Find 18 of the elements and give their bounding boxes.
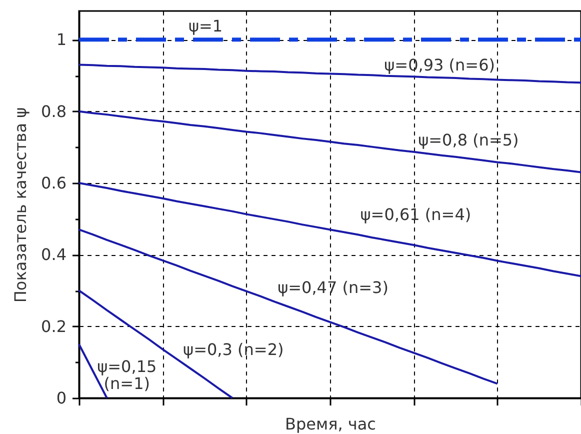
series-label: ψ=0,15 (n=1) — [97, 357, 157, 393]
y-tick-label: 0 — [56, 388, 66, 408]
y-tick-label: 0.2 — [41, 316, 66, 336]
series-label: ψ=0,3 (n=2) — [183, 340, 284, 359]
y-tick-label: 0.8 — [41, 102, 66, 121]
y-tick-label: 0.6 — [41, 174, 66, 192]
y-tick-label: 0.4 — [41, 245, 66, 264]
y-tick-label: 1 — [56, 30, 66, 50]
line-series — [78, 290, 234, 399]
series-label: ψ=0,8 (n=5) — [418, 130, 519, 150]
y-axis-title: Показатель качества ψ — [11, 107, 30, 303]
x-axis-title: Время, час — [285, 414, 376, 434]
line-series — [78, 182, 581, 278]
series-label: ψ=0,61 (n=4) — [360, 204, 472, 224]
series-label: ψ=0,93 (n=6) — [384, 56, 495, 75]
series-label: ψ=0,47 (n=3) — [278, 278, 388, 298]
line-series — [78, 110, 581, 174]
series-label: ψ=1 — [188, 16, 223, 36]
